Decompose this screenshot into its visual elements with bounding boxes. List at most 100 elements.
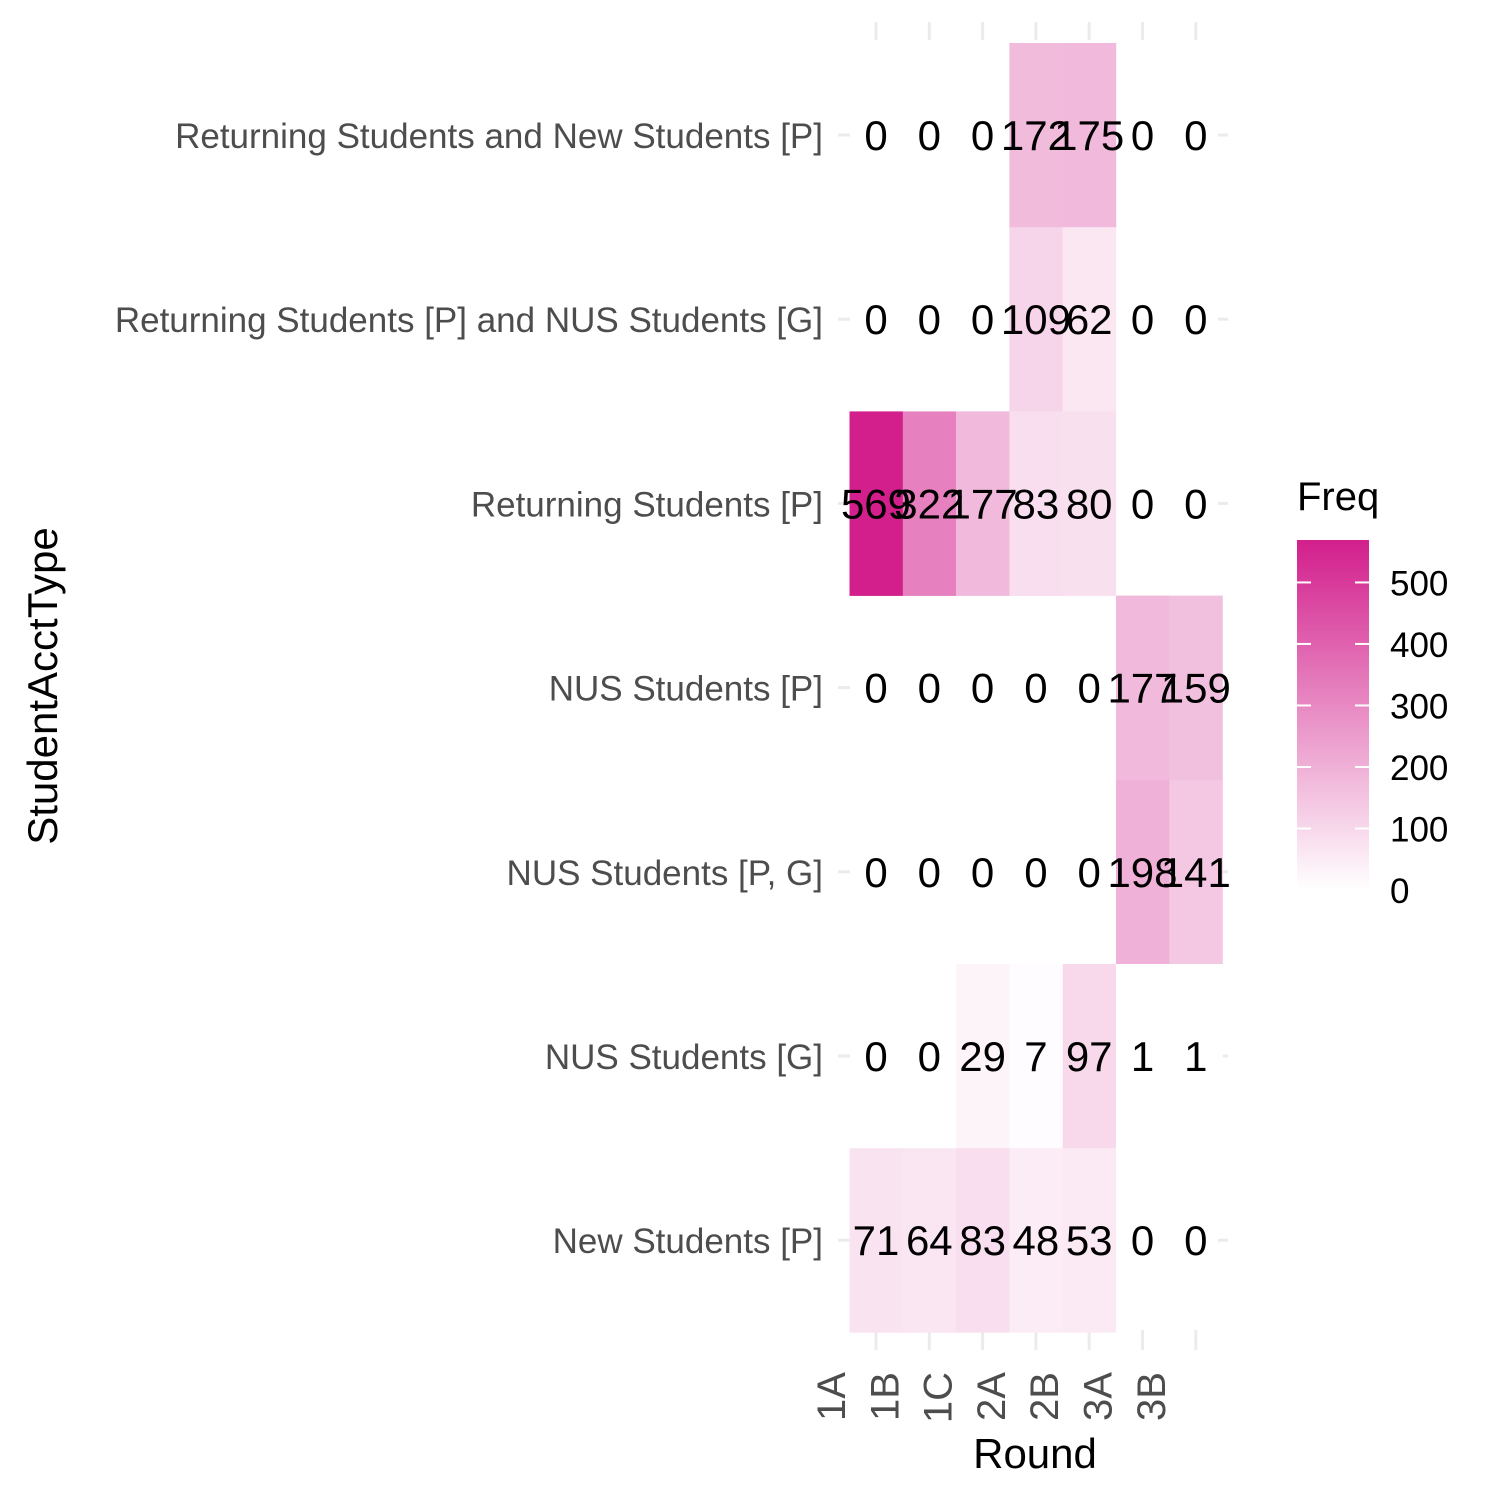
legend-ticks: 0 100 200 300 400 500 xyxy=(1297,564,1448,911)
cell-value-label: 322 xyxy=(894,480,964,527)
x-tick-label: 1A xyxy=(810,1372,854,1421)
legend-tick-label: 300 xyxy=(1390,687,1448,726)
y-tick-label: NUS Students [P, G] xyxy=(507,854,823,893)
cell-value-label: 83 xyxy=(959,1217,1006,1264)
cell-value-label: 97 xyxy=(1066,1033,1113,1080)
legend-tick-label: 100 xyxy=(1390,810,1448,849)
cell-value-label: 0 xyxy=(1184,480,1207,527)
y-tick-label: NUS Students [G] xyxy=(545,1038,823,1077)
heatmap-tile xyxy=(1009,1148,1063,1333)
cell-value-label: 29 xyxy=(959,1033,1006,1080)
heatmap-tile xyxy=(902,1148,957,1333)
cell-value-label: 1 xyxy=(1184,1033,1207,1080)
legend-tick-label: 500 xyxy=(1390,564,1448,603)
cell-value-label: 7 xyxy=(1024,1033,1047,1080)
heatmap-tiles xyxy=(849,43,1223,1333)
cell-value-label: 175 xyxy=(1054,112,1124,159)
heatmap-tile xyxy=(1116,779,1170,965)
y-tick-label: NUS Students [P] xyxy=(549,670,823,709)
x-tick-label: 1B xyxy=(863,1372,907,1421)
y-tick-label: Returning Students and New Students [P] xyxy=(175,117,823,156)
legend-tick-label: 400 xyxy=(1390,626,1448,665)
axis-ticks xyxy=(838,22,1228,1350)
heatmap-tile xyxy=(1062,964,1117,1149)
y-axis-title: StudentAcctType xyxy=(19,527,66,845)
heatmap-tile xyxy=(1062,43,1117,228)
cell-value-label: 0 xyxy=(864,112,887,159)
y-tick-label: Returning Students [P] and NUS Students … xyxy=(115,301,823,340)
cell-value-label: 0 xyxy=(1184,296,1207,343)
cell-value-label: 0 xyxy=(1078,665,1101,712)
x-tick-label: 2B xyxy=(1023,1372,1067,1421)
cell-value-label: 569 xyxy=(841,480,911,527)
heatmap-tile xyxy=(1116,595,1170,781)
heatmap-tile xyxy=(902,411,957,596)
cell-value-label: 172 xyxy=(1001,112,1071,159)
cell-value-label: 64 xyxy=(906,1217,953,1264)
heatmap-tile xyxy=(849,1148,903,1333)
x-tick-label: 3B xyxy=(1130,1372,1174,1421)
cell-value-label: 0 xyxy=(1184,1217,1207,1264)
y-axis-tick-labels: Returning Students and New Students [P] R… xyxy=(115,117,823,1261)
heatmap-tile xyxy=(1062,227,1117,412)
cell-value-label: 0 xyxy=(918,665,941,712)
heatmap-tile xyxy=(1169,779,1223,965)
x-axis-tick-labels: 1A 1B 1C 2A 2B 3A 3B xyxy=(810,1372,1174,1423)
cell-value-label: 109 xyxy=(1001,296,1071,343)
cell-value-label: 0 xyxy=(864,665,887,712)
heatmap-tile xyxy=(1169,595,1223,781)
cell-value-label: 0 xyxy=(918,296,941,343)
cell-value-label: 0 xyxy=(971,665,994,712)
cell-value-label: 159 xyxy=(1161,665,1231,712)
cell-value-label: 80 xyxy=(1066,480,1113,527)
legend: Freq 0 100 200 300 400 500 xyxy=(1297,475,1448,911)
cell-value-label: 0 xyxy=(1024,849,1047,896)
cell-value-label: 0 xyxy=(864,296,887,343)
heatmap-tile xyxy=(1116,964,1170,1149)
cell-value-label: 0 xyxy=(1184,112,1207,159)
cell-value-label: 0 xyxy=(918,1033,941,1080)
cell-value-label: 0 xyxy=(971,296,994,343)
cell-value-label: 83 xyxy=(1013,480,1060,527)
legend-title: Freq xyxy=(1297,475,1379,519)
heatmap-tile xyxy=(956,411,1010,596)
y-tick-label: New Students [P] xyxy=(553,1222,823,1261)
cell-value-label: 48 xyxy=(1013,1217,1060,1264)
cell-value-label: 62 xyxy=(1066,296,1113,343)
cell-value-label: 0 xyxy=(918,849,941,896)
x-axis-title: Round xyxy=(973,1430,1097,1477)
cell-value-label: 177 xyxy=(1107,665,1177,712)
x-tick-label: 2A xyxy=(970,1372,1014,1421)
heatmap-tile xyxy=(956,1148,1010,1333)
cell-value-label: 0 xyxy=(1024,665,1047,712)
cell-value-label: 0 xyxy=(971,112,994,159)
x-tick-label: 1C xyxy=(917,1372,961,1423)
cell-value-label: 0 xyxy=(971,849,994,896)
heatmap-tile xyxy=(1062,411,1117,596)
cell-value-label: 0 xyxy=(1131,480,1154,527)
cell-value-label: 0 xyxy=(1131,112,1154,159)
x-tick-label: 3A xyxy=(1077,1372,1121,1421)
heatmap-tile xyxy=(849,411,903,596)
cell-value-label: 141 xyxy=(1161,849,1231,896)
heatmap-tile xyxy=(1009,964,1063,1149)
cell-value-label: 71 xyxy=(853,1217,900,1264)
heatmap-tile xyxy=(956,964,1010,1149)
cell-value-label: 0 xyxy=(1131,1217,1154,1264)
heatmap-tile xyxy=(1009,43,1063,228)
cell-value-label: 53 xyxy=(1066,1217,1113,1264)
legend-tick-label: 0 xyxy=(1390,872,1409,911)
cell-value-label: 177 xyxy=(948,480,1018,527)
cell-value-label: 0 xyxy=(918,112,941,159)
heatmap-tile xyxy=(1009,227,1063,412)
cell-value-label: 0 xyxy=(864,1033,887,1080)
cell-value-label: 0 xyxy=(1131,296,1154,343)
legend-colorbar xyxy=(1297,540,1369,890)
cell-value-label: 0 xyxy=(1078,849,1101,896)
heatmap-tile xyxy=(1009,411,1063,596)
cell-value-label: 0 xyxy=(864,849,887,896)
cell-value-label: 1 xyxy=(1131,1033,1154,1080)
legend-tick-label: 200 xyxy=(1390,749,1448,788)
